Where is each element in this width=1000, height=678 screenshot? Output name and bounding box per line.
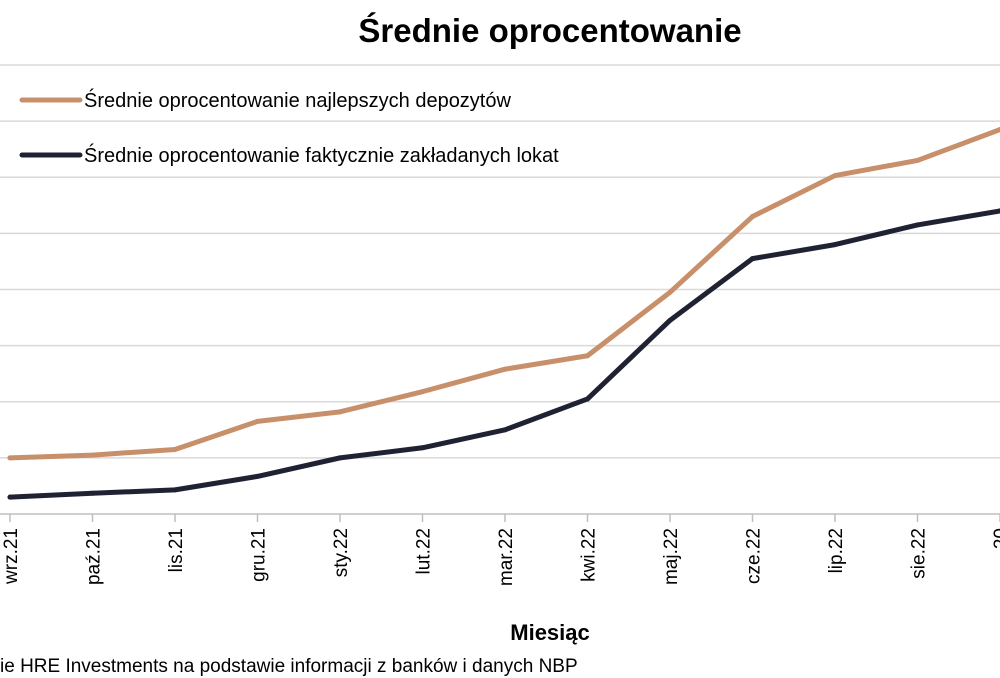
data-point xyxy=(832,173,838,179)
data-point xyxy=(255,418,260,424)
data-point xyxy=(750,256,755,262)
x-tick-label: 20 xyxy=(991,528,1000,549)
data-point xyxy=(750,214,755,220)
x-tick-label: sie.22 xyxy=(909,528,930,579)
series-line-best-deposits xyxy=(7,127,1000,461)
data-point xyxy=(90,452,95,458)
data-point xyxy=(585,353,590,359)
series-line-actual-deposits xyxy=(7,208,1000,500)
data-point xyxy=(667,289,673,295)
x-tick-label: sty.22 xyxy=(331,528,352,577)
data-point xyxy=(915,222,920,228)
x-axis-title: Miesiąc xyxy=(510,620,590,645)
data-point xyxy=(915,157,920,163)
legend: Średnie oprocentowanie najlepszych depoz… xyxy=(19,88,559,167)
x-tick-label: mar.22 xyxy=(496,528,517,586)
x-tick-label: gru.21 xyxy=(249,528,270,582)
data-point xyxy=(172,446,178,452)
source-note: ie HRE Investments na podstawie informac… xyxy=(0,656,578,677)
x-tick-label: cze.22 xyxy=(744,528,765,584)
legend-label-best-deposits: Średnie oprocentowanie najlepszych depoz… xyxy=(84,88,511,112)
x-tick-label: kwi.22 xyxy=(579,528,600,582)
data-point xyxy=(667,317,673,323)
data-point xyxy=(420,445,425,451)
series-lines xyxy=(7,127,1000,500)
data-point xyxy=(90,490,95,496)
chart-title: Średnie oprocentowanie xyxy=(358,12,741,49)
x-tick-label: lis.21 xyxy=(166,528,187,572)
x-tick-label: paź.21 xyxy=(84,528,105,585)
data-point xyxy=(7,455,13,461)
x-axis: wrz.21 paź.21 lis.21 gru.21 sty.22 lut.22 mar.… xyxy=(1,514,1000,586)
data-point xyxy=(255,473,260,479)
data-point xyxy=(502,366,508,372)
x-tick-label: lip.22 xyxy=(826,528,847,573)
data-point xyxy=(172,487,178,493)
data-point xyxy=(7,494,13,500)
data-point xyxy=(997,208,1000,214)
data-point xyxy=(502,427,508,433)
x-tick-label: maj.22 xyxy=(661,528,682,585)
data-point xyxy=(420,389,425,395)
data-point xyxy=(832,242,838,248)
grid-lines xyxy=(0,64,1000,515)
data-point xyxy=(337,409,343,415)
data-point xyxy=(337,455,343,461)
data-point xyxy=(997,127,1000,133)
x-tick-label: wrz.21 xyxy=(1,528,22,585)
data-point xyxy=(585,396,590,402)
x-tick-label: lut.22 xyxy=(414,528,435,574)
legend-label-actual-deposits: Średnie oprocentowanie faktycznie zakład… xyxy=(84,143,559,167)
